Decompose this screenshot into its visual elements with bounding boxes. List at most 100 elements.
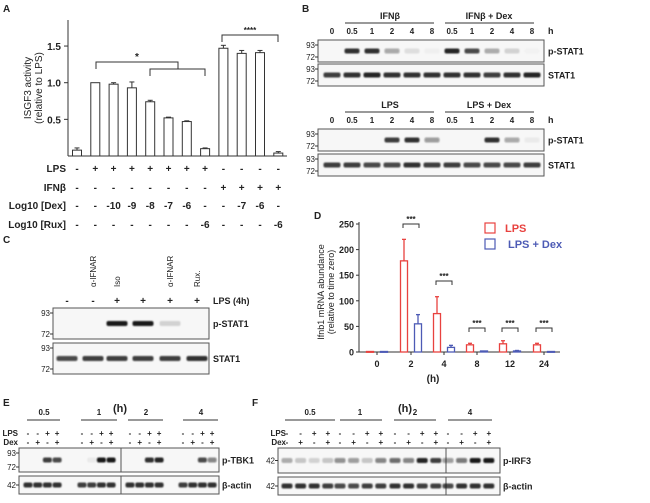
bar-lps-dex — [512, 350, 522, 353]
blot-bottom-p-stat1: p-STAT1 93 72 — [306, 128, 584, 152]
time-label: 1 — [470, 27, 475, 36]
lps-sign: + — [55, 429, 60, 438]
band — [425, 49, 440, 54]
significance-bracket — [149, 68, 206, 76]
group-label: LPS — [381, 100, 399, 110]
band — [132, 321, 154, 326]
panel-a-bar-chart: 0.5 1.0 1.5 ISGF3 activity (relative to LPS)… — [8, 20, 287, 231]
group-label: IFNβ — [380, 11, 400, 21]
band — [523, 72, 541, 78]
y-tick-label: 0 — [349, 348, 354, 358]
band — [87, 482, 97, 488]
condition-value: - — [149, 183, 152, 194]
column-label: Iso — [113, 276, 122, 287]
band — [464, 48, 480, 54]
y-tick-label: 50 — [344, 322, 354, 332]
bar-lps — [432, 312, 442, 353]
condition-value: - — [222, 201, 225, 212]
band — [308, 483, 320, 489]
condition-value: + — [92, 164, 98, 175]
blot-frame — [120, 475, 220, 495]
unit-label: (h) — [113, 403, 127, 415]
condition-value: - — [94, 220, 97, 231]
band — [463, 72, 481, 78]
band — [424, 137, 440, 143]
band — [483, 458, 495, 463]
marker-label: 93 — [41, 344, 50, 353]
band — [375, 458, 387, 463]
y-tick-label: 200 — [339, 245, 354, 255]
time-label: 1 — [97, 408, 102, 417]
x-tick-label: 4 — [441, 359, 446, 369]
y-tick-label: 0.5 — [47, 115, 61, 126]
y-tick-label: 100 — [339, 296, 354, 306]
condition-value: -6 — [256, 201, 265, 212]
band — [144, 457, 154, 463]
group-label: LPS + Dex — [467, 100, 511, 110]
x-tick-label: 24 — [539, 359, 549, 369]
lps-sign: - — [65, 296, 68, 307]
panel-b-western-blot: IFNβ IFNβ + Dex 0 0.5 1 2 4 8 0.5 1 2 4 8 h p-STAT1 93 7… — [306, 11, 584, 177]
y-axis-title: Ifnb1 mRNA abundance — [316, 244, 326, 340]
significance-label: *** — [539, 319, 549, 328]
band — [456, 458, 468, 463]
bar-lps — [498, 343, 508, 353]
dex-sign: - — [201, 438, 204, 447]
band — [463, 162, 481, 168]
time-label: 2 — [490, 27, 495, 36]
condition-value: -6 — [201, 220, 210, 231]
dex-sign: - — [339, 438, 342, 447]
time-label: 1 — [358, 408, 363, 417]
bar — [90, 82, 101, 157]
band — [33, 482, 43, 488]
bar-lps — [399, 260, 409, 353]
dex-sign: - — [286, 438, 289, 447]
band — [384, 137, 400, 143]
significance-bracket — [435, 280, 453, 285]
condition-label: LPS — [47, 164, 67, 175]
condition-value: - — [112, 220, 115, 231]
band — [456, 483, 468, 489]
condition-value: -9 — [127, 201, 136, 212]
lps-sign: - — [90, 429, 93, 438]
group-label: IFNβ + Dex — [466, 11, 513, 21]
condition-value: - — [112, 183, 115, 194]
row-label-dex: Dex — [271, 438, 286, 447]
time-label: 8 — [430, 116, 435, 125]
dex-sign: + — [137, 438, 142, 447]
bar-lps-dex — [446, 346, 456, 353]
bar-lps-dex — [479, 350, 489, 353]
condition-value: + — [184, 164, 190, 175]
lps-sign: - — [91, 296, 94, 307]
band — [106, 482, 116, 488]
time-label: 1 — [370, 27, 375, 36]
blot-label: p-TBK1 — [222, 456, 254, 466]
bar — [163, 117, 174, 157]
bar-lps-dex — [546, 350, 556, 353]
significance-label: * — [135, 52, 139, 63]
band — [56, 356, 78, 361]
band — [77, 482, 87, 488]
band — [361, 483, 373, 489]
blot-label: p-STAT1 — [213, 319, 249, 329]
dex-sign: - — [46, 438, 49, 447]
dex-sign: + — [35, 438, 40, 447]
lps-sign: + — [99, 429, 104, 438]
lps-sign: + — [114, 296, 120, 307]
band — [504, 48, 520, 54]
band — [361, 458, 373, 463]
dex-sign: - — [27, 438, 30, 447]
blot-label: STAT1 — [548, 161, 575, 171]
band — [344, 48, 360, 54]
significance-label: *** — [406, 215, 416, 224]
lps-sign: - — [36, 429, 39, 438]
marker-label: 72 — [41, 365, 50, 374]
band — [87, 457, 97, 463]
lps-sign: + — [473, 429, 478, 438]
band — [469, 458, 481, 463]
band — [403, 483, 415, 489]
significance-bracket — [402, 223, 420, 228]
band — [484, 137, 500, 143]
lps-sign: + — [147, 429, 152, 438]
